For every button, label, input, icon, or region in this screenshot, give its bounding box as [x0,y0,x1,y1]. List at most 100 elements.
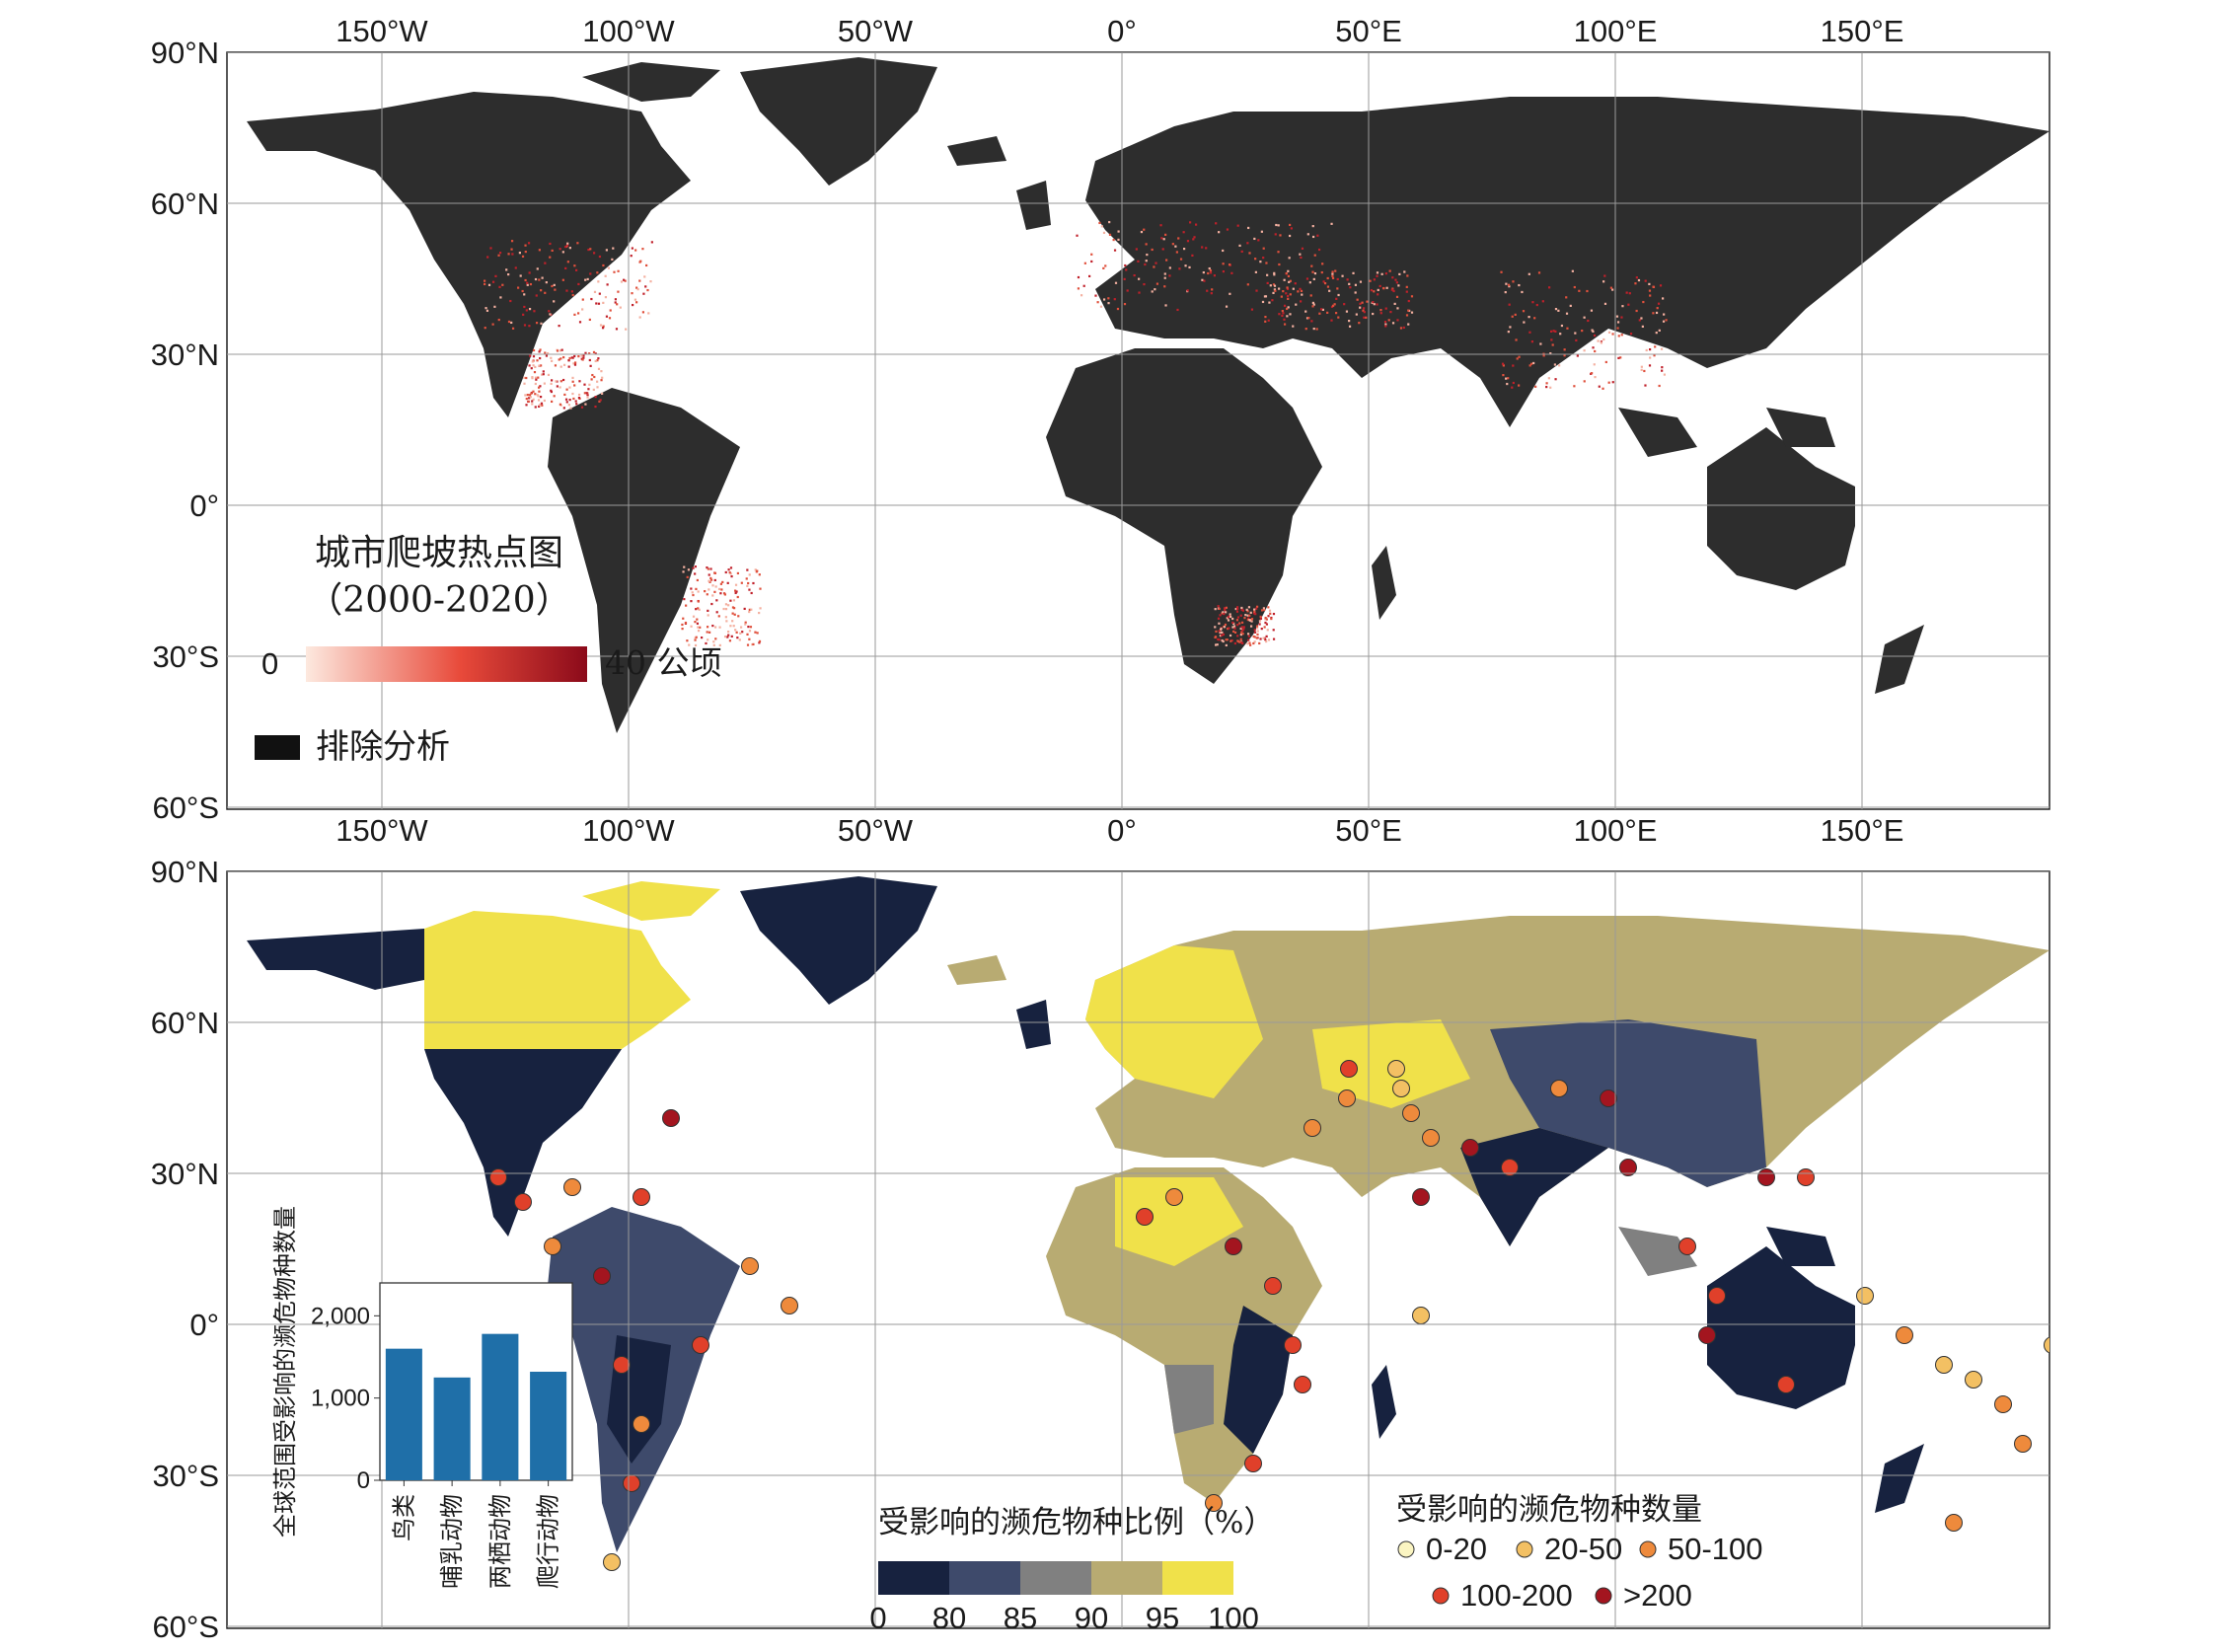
hotspot-cell [1090,260,1093,263]
hotspot-cell [725,620,728,623]
hotspot-cell [571,392,574,396]
hotspot-cell [1248,252,1251,255]
hotspot-cell [1587,319,1590,323]
hotspot-cell [1343,303,1346,306]
hotspot-cell [524,394,527,397]
hotspot-cell [1541,300,1544,303]
hotspot-cell [553,395,556,398]
hotspot-cell [1592,346,1595,349]
hotspot-cell [601,392,604,395]
hotspot-cell [1533,317,1536,320]
hotspot-cell [553,300,556,303]
species-count-point [1422,1129,1440,1147]
hotspot-cell [1222,269,1226,273]
hotspot-cell [1277,224,1280,227]
hotspot-cell [1194,223,1198,226]
hotspot-cell [1281,314,1284,318]
latitude-tick-label: 90°N [151,855,219,889]
hotspot-cell [1076,234,1079,237]
hotspot-cell [1225,643,1228,647]
hotspot-cell [730,635,733,638]
hotspot-cell [1182,247,1186,251]
hotspot-cell [1247,635,1250,638]
hotspot-cell [638,279,641,282]
hotspot-cell [1241,629,1244,633]
hotspot-cell [1573,385,1576,388]
hotspot-cell [682,617,685,620]
hotspot-cell [1160,237,1163,240]
hotspot-cell [547,373,551,377]
species-count-point [1501,1159,1519,1176]
hotspot-cell [571,293,574,297]
hotspot-cell [1214,608,1217,611]
hotspot-cell [697,626,700,629]
hotspot-cell [539,356,542,360]
hotspot-cell [1225,638,1228,641]
hotspot-cell [632,303,634,307]
hotspot-cell [612,247,615,250]
hotspot-cell [1256,630,1259,633]
hotspot-cell [726,581,729,584]
hotspot-cell [1407,323,1410,326]
hotspot-cell [562,356,565,359]
hotspot-cell [683,565,686,568]
hotspot-cell [613,270,616,273]
hotspot-cell [1227,627,1229,631]
hotspot-cell [1649,356,1652,359]
species-count-point [633,1188,650,1206]
hotspot-cell [536,267,539,270]
hotspot-cell [1249,619,1252,622]
latitude-tick-label: 30°N [151,1157,219,1191]
hotspot-cell [746,568,749,571]
hotspot-cell [714,626,717,629]
hotspot-cell [1569,304,1572,307]
hotspot-cell [1259,615,1262,619]
hotspot-cell [752,642,755,646]
hotspot-cell [1272,638,1276,640]
hotspot-cell [730,574,733,578]
hotspot-cell [1283,304,1287,307]
hotspot-cell [1278,263,1281,266]
hotspot-cell [734,591,737,595]
hotspot-cell [724,570,727,574]
hotspot-cell [1372,312,1375,316]
hotspot-cell [527,242,531,245]
hotspot-cell [743,607,746,611]
species-count-point [1225,1238,1242,1255]
hotspot-cell [532,390,535,393]
hotspot-cell [1083,262,1086,264]
share-legend: 0 80 85 90 95 100 [869,1561,1259,1635]
hotspot-cell [568,386,571,389]
hotspot-cell [524,250,527,254]
hotspot-cell [1384,272,1387,275]
inset-y-tick-label: 0 [357,1467,370,1494]
hotspot-cell [701,636,704,639]
hotspot-cell [1295,303,1298,306]
hotspot-cell [491,323,494,326]
species-count-point [1402,1104,1420,1122]
hotspot-cell [709,576,712,580]
hotspot-cell [534,382,537,386]
hotspot-cell [1373,278,1376,281]
hotspot-cell [565,388,568,391]
hotspot-cell [1507,377,1510,380]
hotspot-cell [1238,622,1241,625]
hotspot-cell [1545,385,1548,389]
hotspot-cell [690,587,693,590]
hotspot-cell [501,283,504,286]
hotspot-cell [524,278,527,282]
hotspot-cell [521,255,525,258]
hotspot-cell [551,359,554,362]
hotspot-cell [615,328,619,331]
hotspot-cell [1246,633,1250,636]
hotspot-cell [623,278,626,281]
hotspot-cell [1326,285,1330,288]
hotspot-cell [1501,362,1505,365]
hotspot-cell [565,289,568,292]
hotspot-cell [566,261,569,263]
hotspot-cell [584,351,587,354]
hotspot-cell [1299,253,1302,256]
hotspot-cell [1268,609,1272,612]
hotspot-cell [537,386,541,389]
hotspot-cell [1265,618,1268,621]
